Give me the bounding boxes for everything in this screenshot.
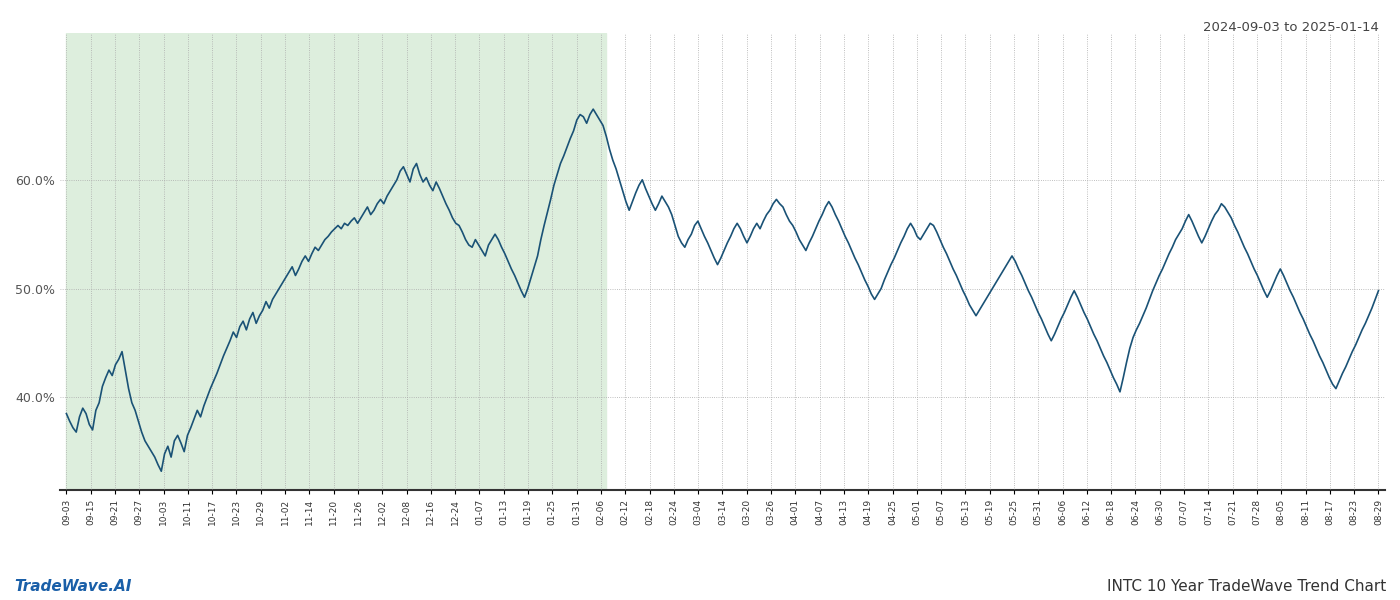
- Text: TradeWave.AI: TradeWave.AI: [14, 579, 132, 594]
- Text: 2024-09-03 to 2025-01-14: 2024-09-03 to 2025-01-14: [1203, 21, 1379, 34]
- Text: INTC 10 Year TradeWave Trend Chart: INTC 10 Year TradeWave Trend Chart: [1107, 579, 1386, 594]
- Bar: [66, 33, 606, 490]
